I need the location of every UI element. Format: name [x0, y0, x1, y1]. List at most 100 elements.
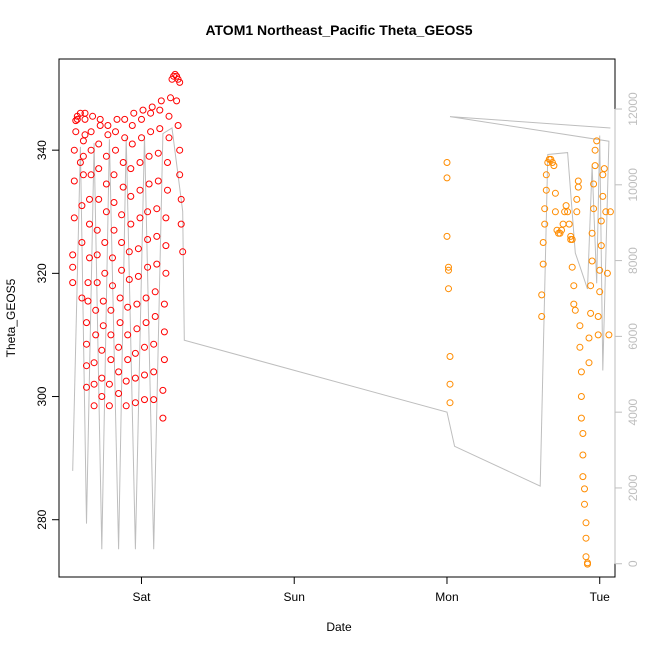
data-point	[76, 109, 84, 117]
data-point	[539, 260, 547, 268]
data-point	[568, 236, 576, 243]
data-point	[87, 146, 95, 154]
y-tick-label: 300	[35, 386, 49, 406]
right-tick-label: 12000	[626, 92, 640, 126]
data-point	[98, 393, 106, 400]
data-point	[153, 260, 161, 268]
data-point	[101, 239, 109, 246]
data-point	[90, 380, 98, 388]
data-point	[597, 242, 605, 250]
data-point	[115, 390, 123, 397]
y-axis: 280 300 320 340	[35, 140, 60, 530]
data-point	[443, 159, 451, 166]
data-point	[98, 346, 106, 354]
data-point	[573, 208, 581, 216]
data-point	[446, 353, 454, 360]
data-point	[571, 306, 579, 314]
data-point	[445, 263, 452, 271]
data-point	[176, 146, 184, 154]
data-point	[164, 159, 171, 166]
data-point	[599, 171, 607, 179]
data-point	[73, 115, 81, 123]
right-tick-label: 2000	[626, 474, 640, 501]
data-point	[115, 368, 123, 376]
data-point	[104, 122, 112, 129]
data-point	[151, 288, 159, 296]
data-point	[81, 115, 89, 123]
plot-box	[58, 58, 616, 578]
data-point	[141, 343, 148, 351]
data-point	[105, 402, 113, 410]
data-point	[109, 254, 116, 262]
data-point	[582, 519, 590, 527]
data-point	[95, 195, 103, 203]
data-point	[86, 254, 93, 262]
data-point	[138, 134, 145, 142]
data-point	[590, 180, 598, 188]
data-point	[131, 399, 139, 407]
data-point	[154, 149, 162, 157]
data-point	[177, 220, 185, 228]
data-point	[119, 183, 127, 191]
data-point	[171, 70, 179, 78]
data-point	[154, 177, 162, 185]
data-point	[606, 208, 614, 216]
data-point	[83, 362, 90, 370]
x-tick-label: Tue	[590, 590, 611, 604]
data-point	[160, 356, 168, 364]
data-point	[121, 134, 129, 142]
data-point	[582, 553, 590, 561]
data-point	[93, 226, 101, 234]
data-point	[574, 183, 582, 191]
data-point	[116, 294, 124, 302]
data-point	[112, 146, 119, 154]
data-point	[118, 239, 126, 246]
data-point	[150, 396, 158, 404]
data-point	[177, 195, 185, 203]
data-point	[590, 205, 598, 213]
data-point	[542, 171, 550, 179]
data-point	[96, 122, 104, 129]
data-point	[130, 109, 138, 117]
data-point	[98, 374, 106, 382]
data-point	[587, 309, 595, 317]
right-tick-label: 0	[626, 560, 640, 567]
data-point	[131, 349, 139, 357]
data-point	[561, 208, 569, 216]
data-point	[576, 322, 584, 330]
data-point	[110, 171, 118, 179]
altitude-line	[72, 116, 611, 550]
data-point	[83, 383, 90, 391]
data-point	[118, 266, 126, 274]
data-point	[159, 386, 167, 394]
x-axis-label: Date	[326, 620, 352, 634]
data-point	[105, 380, 113, 388]
data-point	[167, 94, 174, 102]
data-point	[69, 263, 77, 271]
data-point	[541, 205, 549, 213]
data-point	[118, 211, 126, 219]
x-tick-label: Mon	[435, 590, 458, 604]
data-point	[160, 328, 168, 336]
data-point	[79, 137, 87, 145]
data-point	[139, 106, 147, 114]
data-point	[602, 208, 610, 216]
y-tick-label: 340	[35, 140, 49, 160]
data-point	[173, 97, 181, 105]
x-tick-label: Sat	[132, 590, 151, 604]
data-point	[83, 340, 90, 348]
data-point	[122, 402, 130, 410]
data-point	[87, 171, 95, 179]
data-point	[133, 325, 141, 333]
data-point	[148, 103, 156, 111]
data-point	[565, 220, 573, 228]
data-point	[551, 189, 559, 197]
points-group	[69, 70, 614, 568]
data-point	[176, 78, 184, 86]
data-point	[69, 279, 77, 287]
data-point	[84, 279, 92, 287]
data-point	[107, 331, 115, 339]
data-point	[581, 500, 588, 508]
data-point	[127, 192, 135, 200]
